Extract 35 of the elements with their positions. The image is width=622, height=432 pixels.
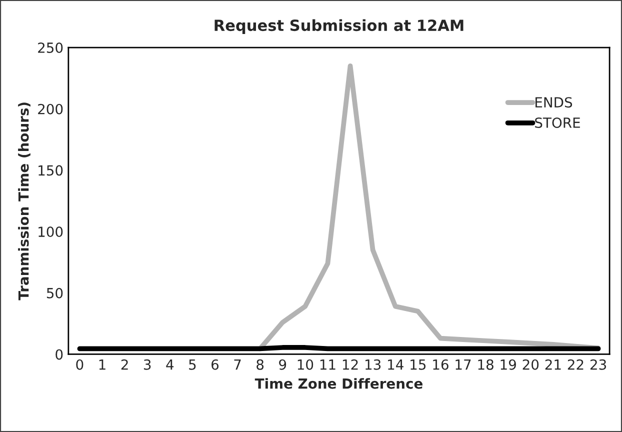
x-tick-label: 21 <box>545 359 561 370</box>
x-tick-label: 15 <box>410 360 426 370</box>
x-tick-label: 10 <box>298 359 314 370</box>
x-tick-label: 7 <box>234 360 241 370</box>
x-tick-label: 12 <box>342 359 358 370</box>
x-tick-label: 13 <box>366 359 381 370</box>
x-tick-label: 9 <box>279 359 286 370</box>
x-tick-label: 3 <box>144 359 151 370</box>
y-tick-label: 200 <box>38 104 63 114</box>
y-tick-label: 50 <box>46 288 63 298</box>
x-tick-label: 8 <box>256 359 264 370</box>
legend-label: STORE <box>535 117 580 128</box>
x-tick-label: 20 <box>522 359 539 370</box>
y-axis-title: Tranmission Time (hours) <box>18 102 30 300</box>
legend-label: ENDS <box>536 97 572 108</box>
x-tick-label: 11 <box>320 360 336 370</box>
x-tick-label: 18 <box>478 359 494 370</box>
x-axis-title: Time Zone Difference <box>254 378 422 389</box>
y-tick-label: 0 <box>56 349 63 360</box>
x-tick-label: 17 <box>456 360 471 370</box>
x-tick-label: 1 <box>99 360 106 370</box>
y-tick-label: 150 <box>38 165 63 176</box>
x-tick-label: 14 <box>388 360 404 370</box>
x-tick-label: 4 <box>166 360 174 370</box>
x-tick-label: 5 <box>189 360 196 370</box>
chart-title: Request Submission at 12AM <box>214 19 464 34</box>
x-tick-label: 0 <box>76 359 84 370</box>
x-tick-label: 23 <box>590 359 606 370</box>
x-tick-label: 2 <box>121 359 128 370</box>
x-tick-label: 19 <box>500 359 516 370</box>
y-tick-label: 250 <box>38 42 63 53</box>
x-tick-label: 6 <box>212 359 219 370</box>
x-tick-label: 16 <box>433 359 448 370</box>
y-tick-label: 100 <box>38 226 63 238</box>
x-tick-label: 22 <box>568 359 584 370</box>
